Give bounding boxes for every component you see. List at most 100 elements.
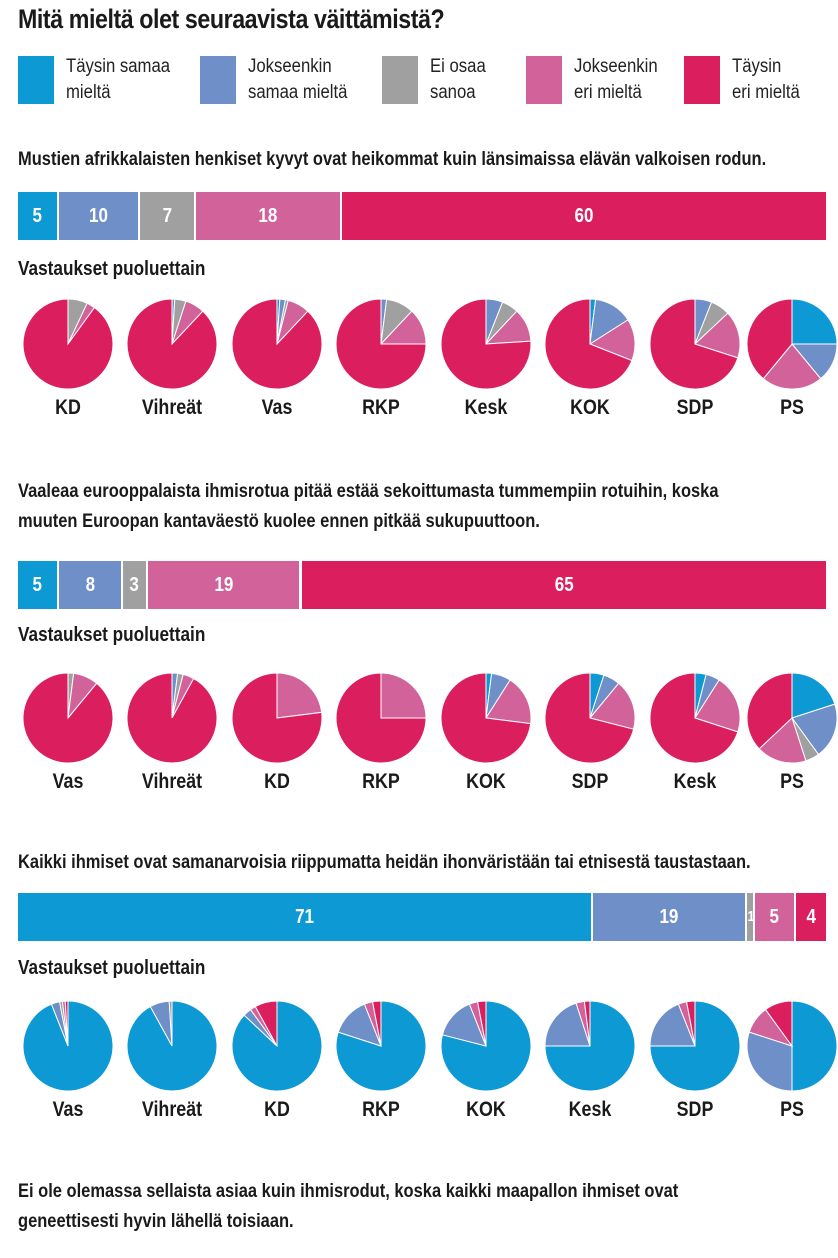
pie-party-label: KD bbox=[264, 1098, 290, 1121]
pie-party-label: PS bbox=[780, 396, 804, 419]
pie-party-label: Vihreät bbox=[141, 1098, 203, 1121]
pie-chart: Vas bbox=[18, 672, 118, 812]
page-title: Mitä mieltä olet seuraavista väittämistä… bbox=[18, 4, 445, 34]
pie-party-label: Vihreät bbox=[141, 396, 203, 419]
pie-chart: Vas bbox=[18, 1000, 118, 1140]
pie-chart: RKP bbox=[331, 298, 431, 438]
pie-chart: Vihreät bbox=[122, 1000, 222, 1140]
bar-value-label: 4 bbox=[806, 906, 816, 928]
bar-segment: 5 bbox=[18, 561, 57, 609]
pie-party-label: RKP bbox=[362, 396, 400, 419]
pie-chart: Kesk bbox=[540, 1000, 640, 1140]
pie-chart: Kesk bbox=[645, 672, 745, 812]
pie-chart: Vihreät bbox=[122, 298, 222, 438]
bar-value-label: 5 bbox=[32, 574, 42, 596]
pie-party-label: PS bbox=[780, 1098, 804, 1121]
bar-value-label: 3 bbox=[129, 574, 140, 596]
pie-slice bbox=[764, 1000, 793, 1048]
legend-label: Ei osaa sanoa bbox=[430, 54, 544, 106]
pie-party-label: Vas bbox=[52, 1098, 84, 1121]
pie-slice bbox=[22, 298, 114, 390]
pie-slice bbox=[685, 1000, 696, 1047]
bar-segment: 60 bbox=[342, 192, 826, 240]
bar-segment: 65 bbox=[301, 561, 826, 609]
legend-label-line: eri mieltä bbox=[732, 82, 800, 103]
bar-value-label: 10 bbox=[88, 205, 108, 227]
stacked-bar-3: 71 19 1 5 4 bbox=[18, 893, 828, 941]
pie-row-1: KD Vihreät Vas RKP Kesk KOK SDP PS bbox=[0, 298, 838, 438]
pie-party-label: RKP bbox=[362, 770, 400, 793]
pie-chart: Vihreät bbox=[122, 672, 222, 812]
pie-slice bbox=[231, 298, 323, 390]
pie-party-label: Vas bbox=[261, 396, 293, 419]
legend-label-line: Täysin samaa bbox=[66, 56, 171, 77]
bar-segment: 19 bbox=[147, 561, 300, 609]
pie-chart: KD bbox=[227, 672, 327, 812]
pie-slice bbox=[589, 682, 636, 730]
legend-label: Täysin eri mieltä bbox=[732, 54, 838, 106]
pie-svg bbox=[335, 1000, 427, 1092]
pie-slice bbox=[231, 672, 323, 764]
bar-value-label: 5 bbox=[32, 205, 42, 227]
bar-segment: 5 bbox=[18, 192, 57, 240]
question-line: Ei ole olemassa sellaista asiaa kuin ihm… bbox=[18, 1180, 679, 1202]
pie-slice bbox=[440, 672, 532, 764]
bar-segment: 8 bbox=[58, 561, 122, 609]
pie-slice bbox=[22, 672, 114, 764]
bar-value-label: 1 bbox=[747, 908, 755, 925]
pie-slice bbox=[335, 298, 427, 390]
pie-slice bbox=[694, 312, 741, 359]
stacked-bar-1: 5 10 7 18 60 bbox=[18, 192, 828, 240]
pie-svg bbox=[22, 672, 114, 764]
pie-chart: KOK bbox=[540, 298, 640, 438]
pie-chart: PS bbox=[742, 1000, 838, 1140]
pie-slice bbox=[649, 298, 739, 390]
pie-slice bbox=[276, 672, 323, 719]
legend-swatch bbox=[526, 56, 562, 104]
bar-segment: 18 bbox=[196, 192, 340, 240]
question-line: Mustien afrikkalaisten henkiset kyvyt ov… bbox=[18, 148, 767, 170]
pie-svg bbox=[22, 1000, 114, 1092]
question-2: Vaaleaa eurooppalaista ihmisrotua pitää … bbox=[18, 476, 779, 536]
pie-party-label: KD bbox=[264, 770, 290, 793]
bar-value-label: 18 bbox=[258, 205, 278, 227]
pie-svg bbox=[746, 672, 838, 764]
legend-swatch bbox=[18, 56, 54, 104]
pie-slice bbox=[126, 672, 218, 764]
pie-slice bbox=[746, 672, 793, 750]
pie-slice bbox=[380, 672, 427, 719]
pie-svg bbox=[231, 672, 323, 764]
pie-slice bbox=[758, 717, 807, 764]
pie-svg bbox=[440, 298, 532, 390]
pie-svg bbox=[649, 1000, 741, 1092]
pie-svg bbox=[231, 1000, 323, 1092]
pie-slice bbox=[371, 1000, 382, 1047]
pie-party-label: Kesk bbox=[673, 770, 717, 793]
pie-svg bbox=[126, 298, 218, 390]
pie-party-label: SDP bbox=[676, 1098, 714, 1121]
pie-row-3: Vas Vihreät KD RKP KOK Kesk SDP PS bbox=[0, 1000, 838, 1140]
pie-svg bbox=[335, 672, 427, 764]
bar-segment: 5 bbox=[755, 893, 794, 941]
pie-slice bbox=[694, 679, 741, 733]
pie-chart: RKP bbox=[331, 1000, 431, 1140]
pie-party-label: SDP bbox=[571, 770, 609, 793]
bar-segment: 19 bbox=[593, 893, 745, 941]
legend-label-line: sanoa bbox=[430, 82, 476, 103]
pie-party-label: KOK bbox=[466, 1098, 506, 1121]
legend-label-line: Täysin bbox=[732, 56, 782, 77]
pie-svg bbox=[126, 672, 218, 764]
pie-chart: RKP bbox=[331, 672, 431, 812]
pie-slice bbox=[746, 298, 793, 380]
question-line: muuten Euroopan kantaväestö kuolee ennen… bbox=[18, 510, 540, 532]
bar-value-label: 19 bbox=[659, 906, 679, 928]
bar-value-label: 65 bbox=[554, 574, 574, 596]
pie-slice bbox=[762, 343, 822, 390]
pie-svg bbox=[544, 672, 636, 764]
pie-chart: KD bbox=[18, 298, 118, 438]
pie-party-label: PS bbox=[780, 770, 804, 793]
question-line: Kaikki ihmiset ovat samanarvoisia riippu… bbox=[18, 851, 751, 873]
pie-slice bbox=[791, 672, 836, 719]
bar-segment: 10 bbox=[58, 192, 138, 240]
pie-slice bbox=[254, 1000, 278, 1047]
